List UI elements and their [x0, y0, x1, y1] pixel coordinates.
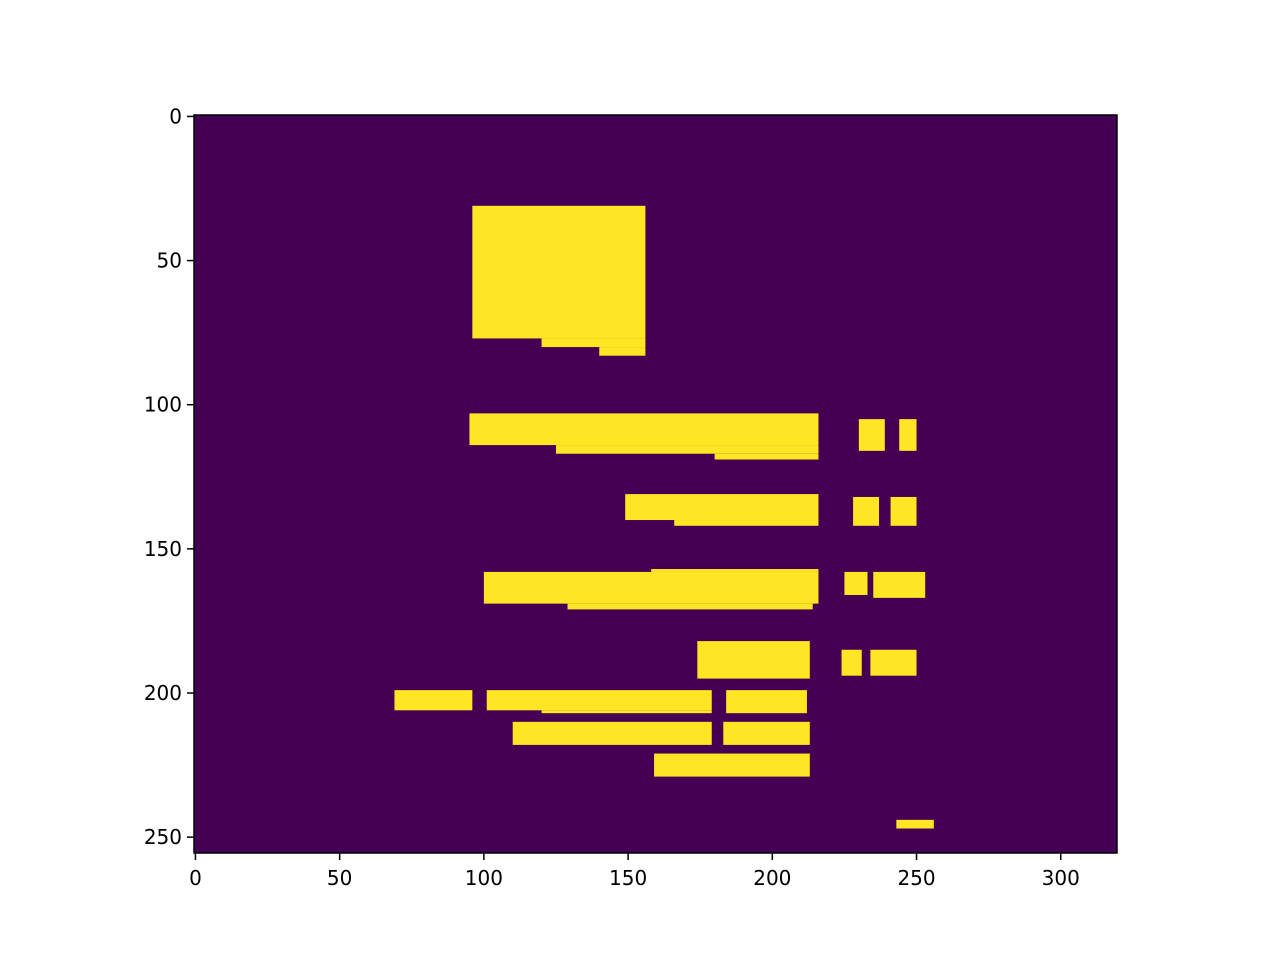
y-tick-label: 0: [169, 104, 182, 128]
mask-region: [697, 641, 810, 679]
y-tick-label: 200: [144, 681, 182, 705]
mask-region: [873, 571, 926, 598]
y-tick-label: 250: [144, 825, 182, 849]
mask-region: [486, 690, 712, 711]
x-tick-label: 0: [189, 866, 202, 890]
mask-region: [844, 571, 868, 595]
y-tick-label: 50: [157, 249, 182, 273]
mask-region: [599, 347, 646, 356]
mask-region: [541, 710, 712, 714]
mask-region: [858, 419, 885, 451]
x-tick-label: 150: [609, 866, 647, 890]
mask-region: [899, 419, 917, 451]
x-tick-label: 50: [327, 866, 352, 890]
mask-region: [512, 721, 712, 745]
mask-region: [841, 649, 862, 676]
mask-region: [472, 205, 646, 339]
mask-region: [896, 819, 934, 829]
mask-region: [394, 690, 473, 711]
axes-frame: [193, 114, 1118, 854]
mask-region: [625, 494, 819, 521]
mask-region: [853, 496, 880, 526]
mask-region: [483, 571, 819, 604]
mask-region: [674, 520, 819, 526]
mask-region: [541, 338, 646, 348]
x-tick-label: 100: [465, 866, 503, 890]
x-tick-label: 200: [753, 866, 791, 890]
y-tick-label: 150: [144, 537, 182, 561]
mask-region: [555, 445, 819, 454]
mask-region: [726, 690, 807, 714]
mask-region: [567, 603, 813, 610]
y-tick-label: 100: [144, 393, 182, 417]
x-tick-label: 300: [1042, 866, 1080, 890]
mask-region: [651, 569, 819, 572]
mask-region: [469, 413, 819, 446]
mask-region: [890, 496, 917, 526]
x-tick-label: 250: [897, 866, 935, 890]
mask-region: [723, 721, 810, 745]
mask-region: [870, 649, 917, 676]
mask-region: [654, 753, 810, 777]
mask-region: [714, 453, 819, 460]
